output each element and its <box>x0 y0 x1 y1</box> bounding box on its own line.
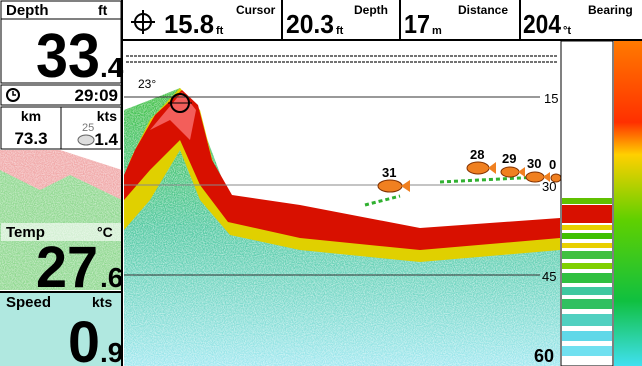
readout-value: 15.8 <box>164 9 214 39</box>
fishfinder-screen: 23° 15 30 45 60 31 28 29 30 0 <box>0 0 642 366</box>
speed-fraction: .9 <box>100 337 123 366</box>
time: 29:09 <box>75 86 118 105</box>
temp-value: 27 <box>36 235 98 300</box>
readout-value: 17 <box>404 9 430 39</box>
label: Depth <box>6 2 49 19</box>
fish-depth: 31 <box>382 165 396 180</box>
top-bar: 15.8 ft Cursor 20.3 ft Depth 17 m Distan… <box>122 0 642 40</box>
readout-label: Bearing <box>588 3 633 17</box>
color-scale <box>614 41 642 366</box>
readout-value: 204 <box>523 9 561 39</box>
unit: km <box>21 108 41 124</box>
readout-label: Cursor <box>236 3 276 17</box>
depth-scale-label: 60 <box>534 346 554 366</box>
icon-label: 25 <box>82 122 94 134</box>
readout-label: Depth <box>354 3 388 17</box>
fish-depth: 28 <box>470 147 484 162</box>
depth-scale-label: 15 <box>544 91 558 106</box>
speed-value: 0 <box>68 310 100 366</box>
readout-label: Distance <box>458 3 508 17</box>
unit: ft <box>98 2 108 18</box>
sonar-view: 23° 15 30 45 60 31 28 29 30 0 <box>124 41 561 366</box>
fish <box>551 174 561 182</box>
amplitude-stripes <box>562 198 612 356</box>
speed-small-value: 1.4 <box>94 130 118 149</box>
boat-icon <box>78 135 94 145</box>
fish-depth: 29 <box>502 151 516 166</box>
temp-fraction: .6 <box>100 262 123 293</box>
depth-value: 33 <box>36 22 100 91</box>
readout-unit: ft <box>216 25 224 37</box>
left-panel: Depth ft 33 .4 29:09 km 73.3 kts 25 1.4 … <box>0 0 124 366</box>
fish-depth: 0 <box>549 157 556 172</box>
unit: kts <box>92 294 112 310</box>
label: Speed <box>6 294 51 311</box>
depth-fraction: .4 <box>100 52 124 83</box>
fish-depth: 30 <box>527 156 541 171</box>
readout-unit: °t <box>563 25 571 37</box>
distance-value: 73.3 <box>14 129 47 148</box>
unit: °C <box>97 224 113 240</box>
readout-unit: ft <box>336 25 344 37</box>
readout-value: 20.3 <box>286 9 334 39</box>
readout-unit: m <box>432 25 442 37</box>
unit: kts <box>97 108 117 124</box>
temp-marker: 23° <box>138 77 156 91</box>
depth-scale-label: 45 <box>542 269 556 284</box>
